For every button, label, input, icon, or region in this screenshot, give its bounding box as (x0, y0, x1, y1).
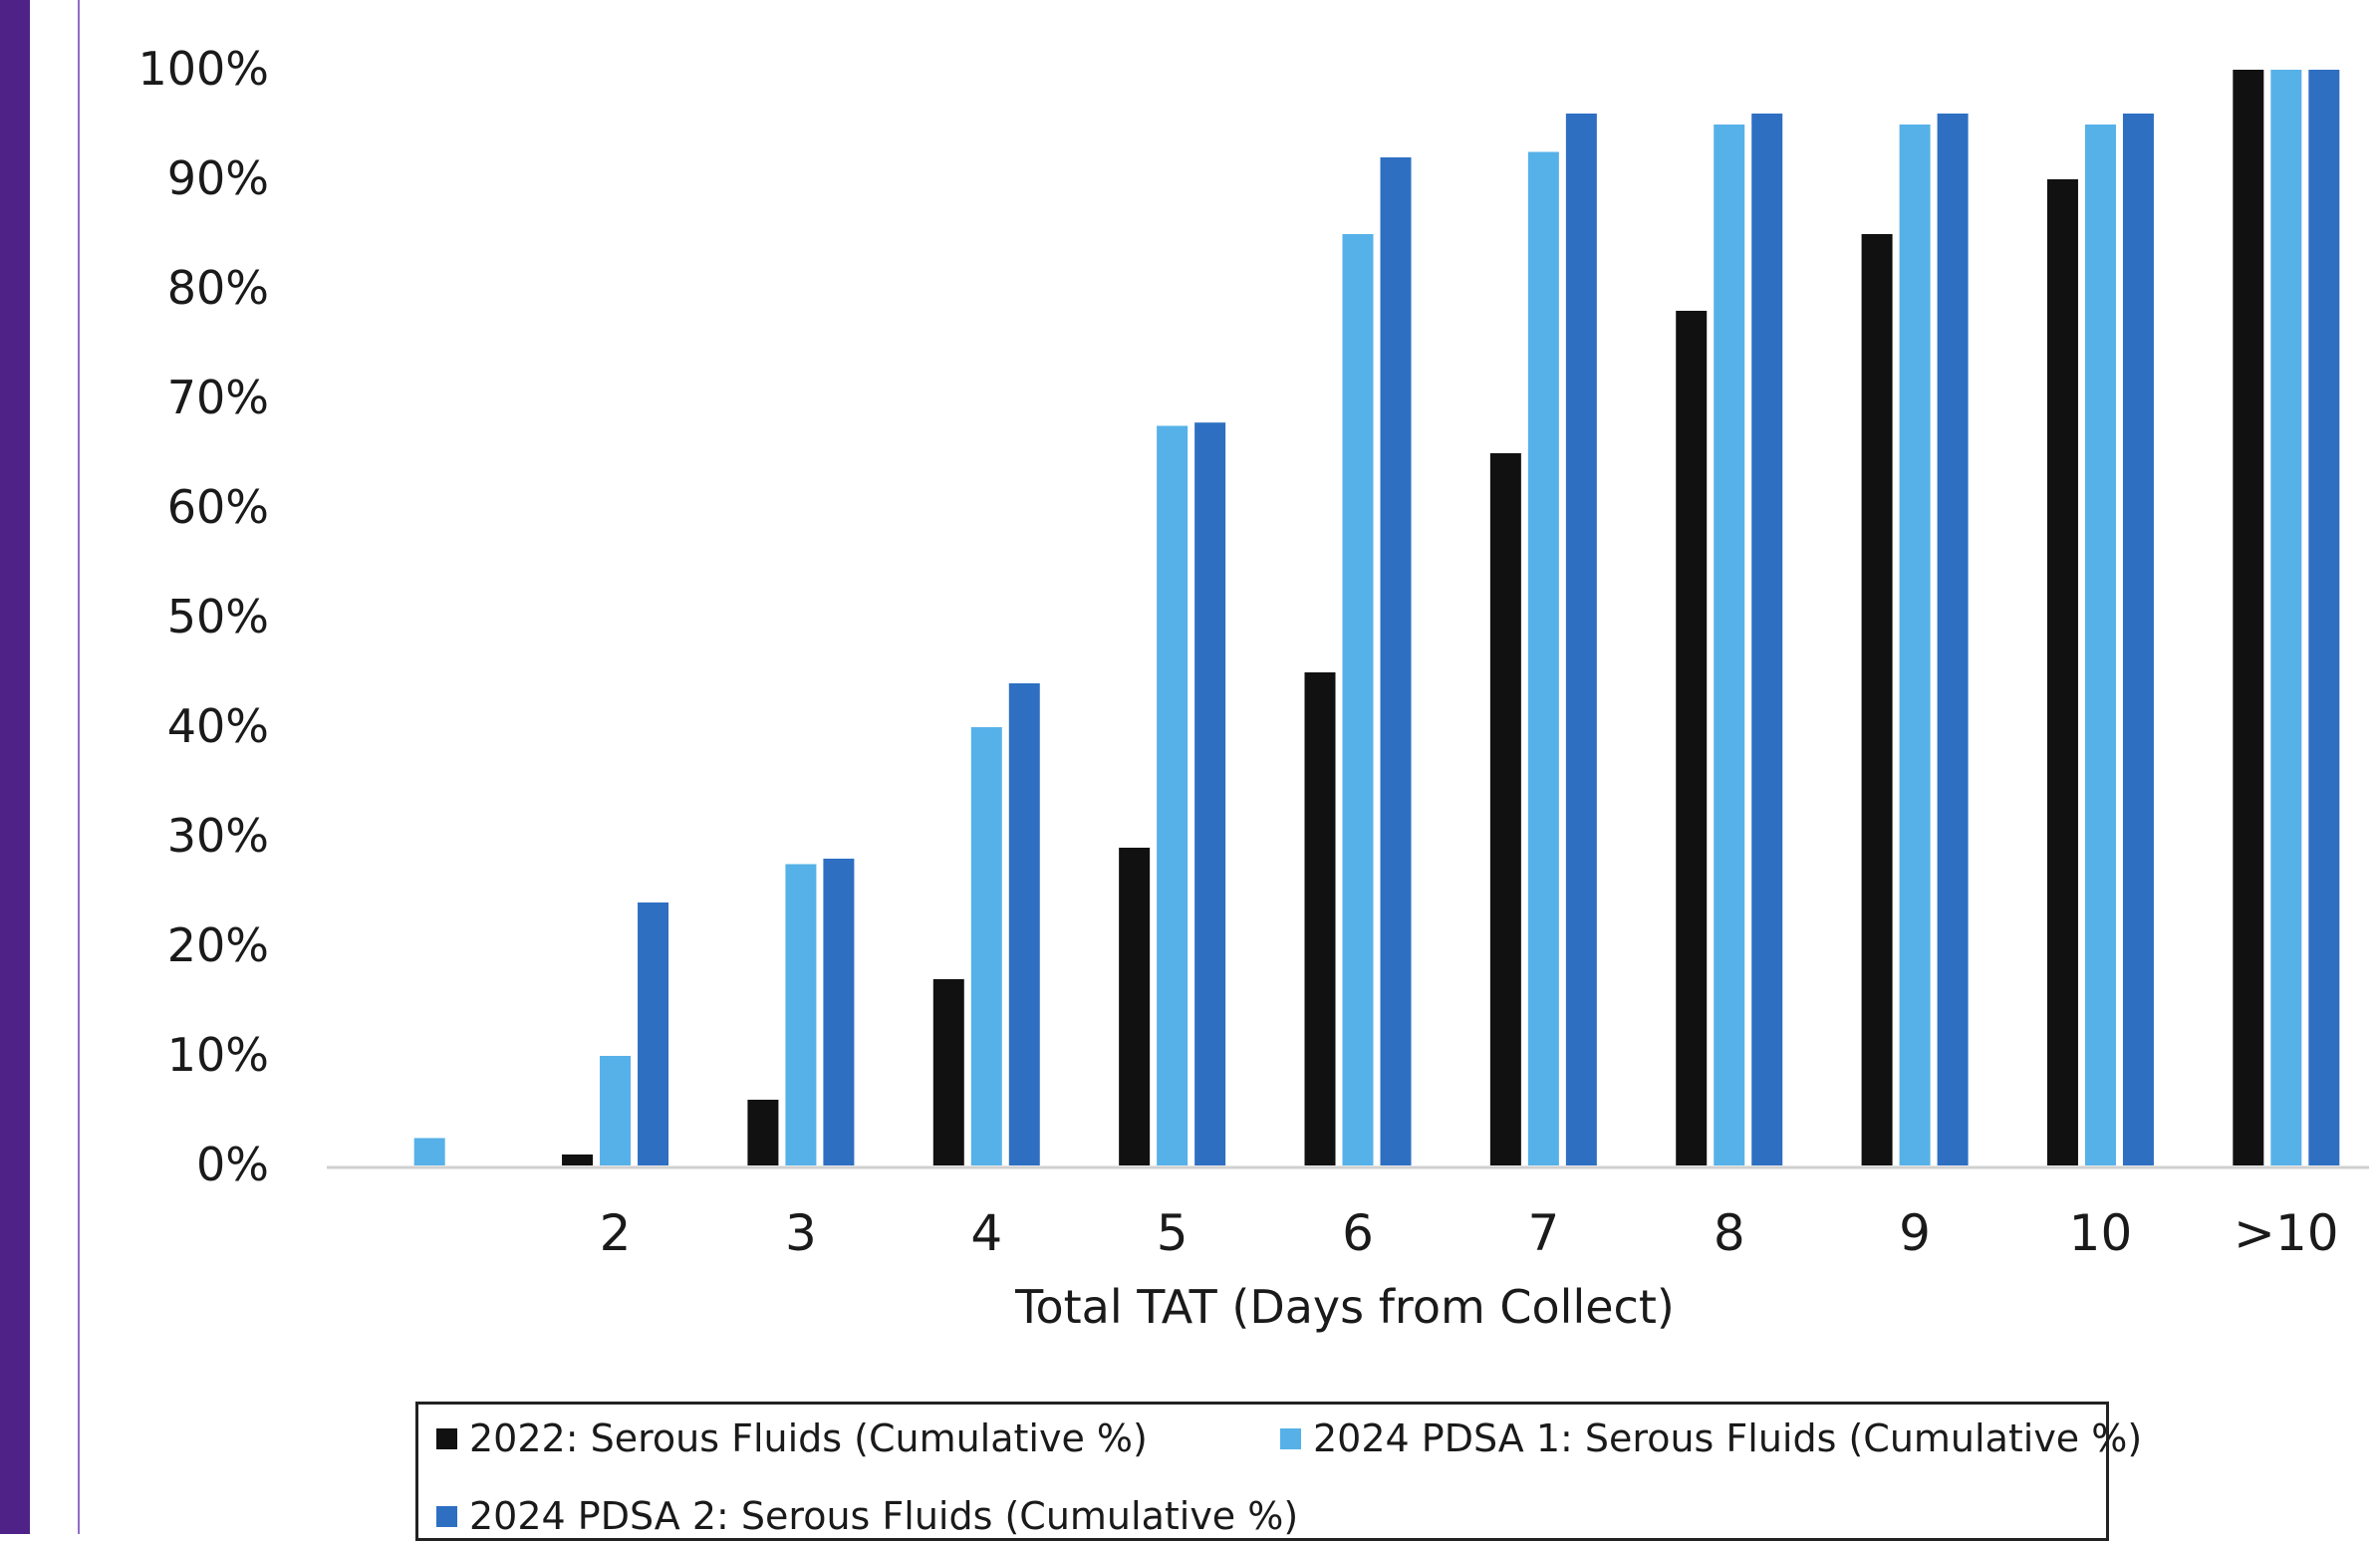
bar-series2-cat10 (2270, 70, 2302, 1165)
bar-series1-cat7 (1676, 311, 1708, 1165)
y-tick-label: 40% (167, 699, 269, 753)
left-divider-line (78, 0, 80, 1534)
y-tick-label: 60% (167, 480, 269, 534)
x-tick-label: 5 (1157, 1204, 1189, 1262)
bar-series3-cat7 (1751, 114, 1783, 1165)
bar-series1-cat6 (1489, 453, 1521, 1165)
bar-series3-cat8 (1937, 114, 1969, 1165)
bar-series1-cat4 (1119, 848, 1151, 1165)
y-tick-label: 30% (167, 809, 269, 863)
x-tick-label: 7 (1527, 1204, 1559, 1262)
x-axis-tick-labels: 2 3 4 5 6 7 8 9 10 >10 (600, 1204, 2339, 1262)
bar-series3-cat9 (2122, 114, 2154, 1165)
x-tick-label: >10 (2234, 1204, 2339, 1262)
x-tick-label: 10 (2069, 1204, 2133, 1262)
x-tick-label: 8 (1714, 1204, 1745, 1262)
y-axis-tick-labels: 0% 10% 20% 30% 40% 50% 60% 70% 80% 90% 100% (137, 42, 269, 1191)
bar-series2-cat8 (1899, 125, 1931, 1165)
bar-series3-cat2 (823, 859, 855, 1165)
legend-label-pdsa2: 2024 PDSA 2: Serous Fluids (Cumulative %… (469, 1494, 1299, 1538)
bar-series1-cat5 (1304, 672, 1336, 1165)
y-tick-label: 80% (167, 261, 269, 315)
bars (413, 70, 2340, 1165)
legend: 2022: Serous Fluids (Cumulative %) 2024 … (415, 1402, 2142, 1541)
x-tick-label: 4 (970, 1204, 1002, 1262)
legend-item-pdsa1: 2024 PDSA 1: Serous Fluids (Cumulative %… (1280, 1416, 2142, 1460)
x-tick-label: 9 (1899, 1204, 1931, 1262)
y-tick-label: 10% (167, 1028, 269, 1082)
bar-series2-cat2 (785, 864, 817, 1165)
bar-series1-cat3 (932, 979, 964, 1165)
y-tick-label: 0% (196, 1138, 269, 1191)
bar-series3-cat1 (638, 902, 669, 1165)
bar-series3-cat6 (1565, 114, 1597, 1165)
x-axis-label: Total TAT (Days from Collect) (1014, 1280, 1675, 1334)
bar-series1-cat2 (747, 1100, 779, 1165)
x-tick-label: 6 (1342, 1204, 1374, 1262)
y-tick-label: 20% (167, 918, 269, 972)
bar-series1-cat9 (2046, 179, 2078, 1165)
legend-swatch-pdsa1 (1280, 1427, 1301, 1449)
y-tick-label: 50% (167, 590, 269, 643)
bar-series2-cat5 (1342, 234, 1374, 1165)
bar-series3-cat10 (2308, 70, 2340, 1165)
legend-label-pdsa1: 2024 PDSA 1: Serous Fluids (Cumulative %… (1313, 1416, 2143, 1460)
legend-item-2022: 2022: Serous Fluids (Cumulative %) (436, 1416, 1148, 1460)
bar-series2-cat0 (413, 1138, 445, 1165)
y-tick-label: 70% (167, 371, 269, 424)
bar-series3-cat3 (1008, 683, 1040, 1165)
bar-series1-cat10 (2233, 70, 2264, 1165)
y-tick-label: 100% (137, 42, 269, 96)
y-tick-label: 90% (167, 151, 269, 205)
legend-swatch-2022 (436, 1427, 457, 1449)
bar-series2-cat1 (600, 1056, 632, 1165)
bar-series1-cat1 (562, 1155, 594, 1165)
left-accent-stripe (0, 0, 30, 1534)
bar-series3-cat4 (1194, 422, 1226, 1165)
bar-series1-cat8 (1861, 234, 1893, 1165)
legend-item-pdsa2: 2024 PDSA 2: Serous Fluids (Cumulative %… (436, 1494, 1298, 1538)
legend-label-2022: 2022: Serous Fluids (Cumulative %) (469, 1416, 1148, 1460)
bar-series2-cat4 (1157, 425, 1189, 1165)
x-tick-label: 2 (600, 1204, 632, 1262)
bar-series2-cat9 (2084, 125, 2116, 1165)
bar-series2-cat6 (1527, 151, 1559, 1165)
bar-series3-cat5 (1380, 157, 1412, 1165)
bar-series2-cat7 (1714, 125, 1745, 1165)
x-tick-label: 3 (785, 1204, 817, 1262)
legend-swatch-pdsa2 (436, 1505, 457, 1527)
bar-series2-cat3 (970, 727, 1002, 1165)
